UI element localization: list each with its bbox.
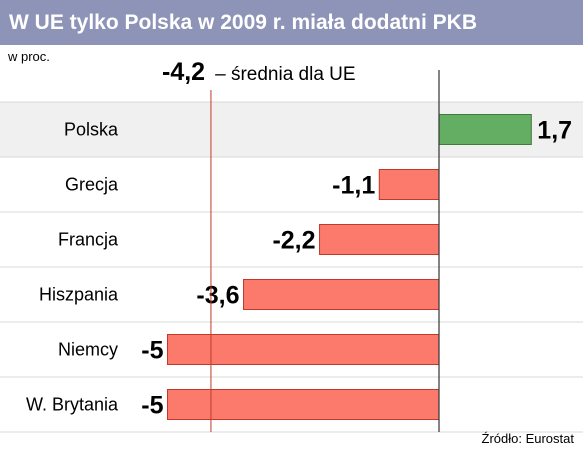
category-label: Polska	[64, 120, 119, 140]
average-value: -4,2	[162, 58, 206, 86]
average-annotation: -4,2 – średnia dla UE	[162, 58, 356, 87]
value-label: -1,1	[332, 172, 375, 200]
average-label: – średnia dla UE	[215, 64, 356, 85]
category-label: Hiszpania	[39, 285, 119, 305]
unit-label: w proc.	[8, 49, 50, 64]
bar-hiszpania	[243, 279, 440, 310]
bar-polska	[438, 114, 532, 145]
chart-title: W UE tylko Polska w 2009 r. miała dodatn…	[0, 0, 583, 45]
category-label: Francja	[58, 230, 119, 250]
bar-niemcy	[167, 334, 440, 365]
bar-francja	[319, 224, 440, 255]
category-label: W. Brytania	[26, 395, 119, 415]
value-label: 1,7	[537, 117, 572, 145]
source-note: Źródło: Eurostat	[481, 431, 575, 446]
value-label: -3,6	[196, 282, 239, 310]
category-label: Niemcy	[58, 340, 118, 360]
value-label: -5	[141, 337, 163, 365]
bar-grecja	[378, 169, 440, 200]
value-label: -5	[141, 392, 163, 420]
value-label: -2,2	[272, 227, 315, 255]
category-label: Grecja	[65, 175, 119, 195]
bar-w-brytania	[167, 389, 440, 420]
